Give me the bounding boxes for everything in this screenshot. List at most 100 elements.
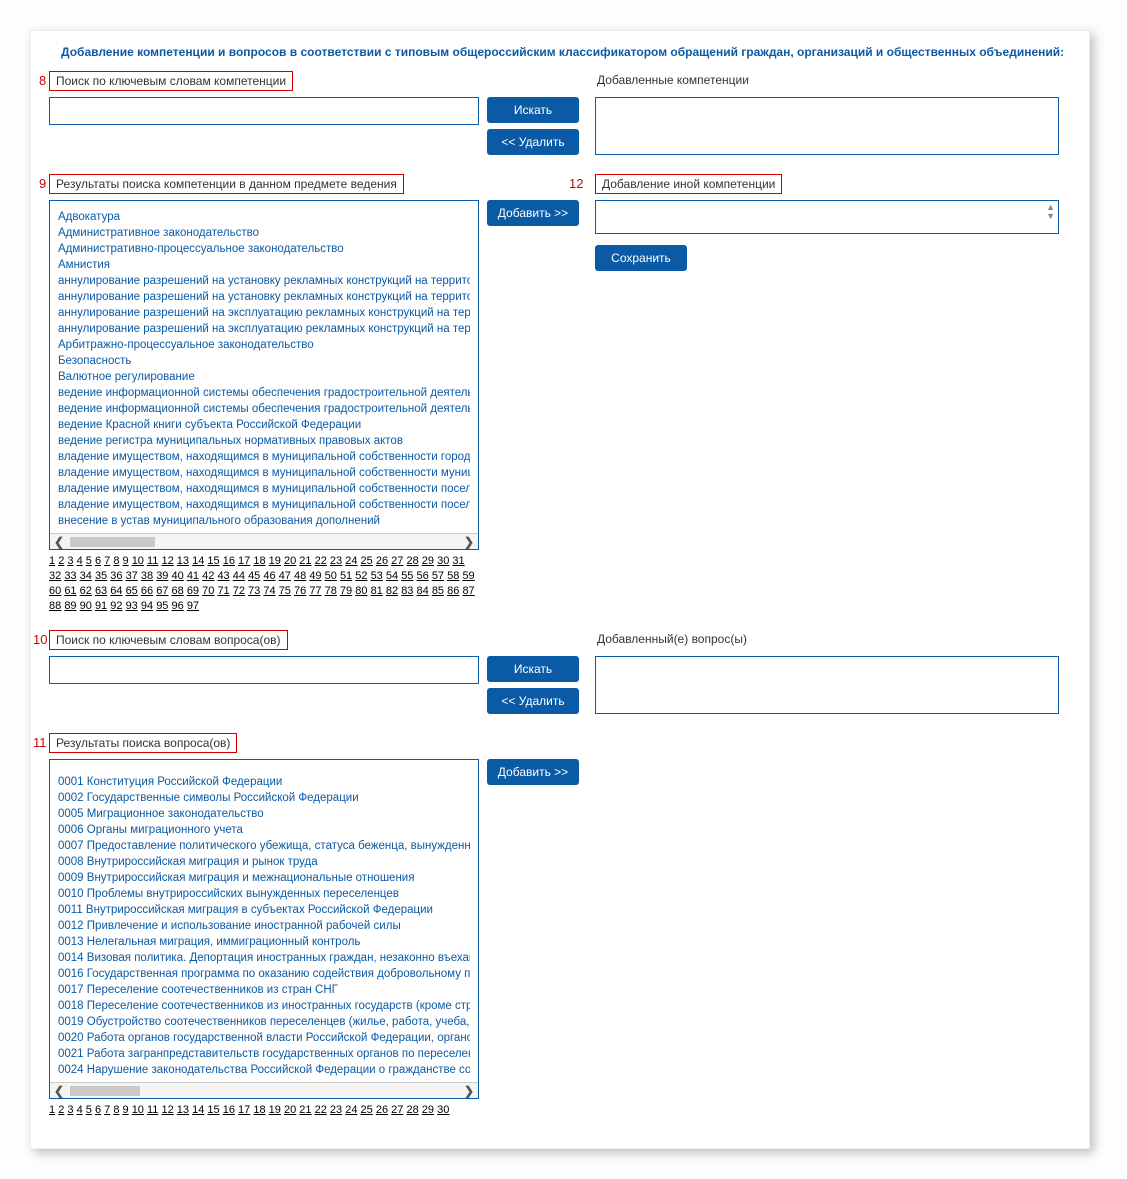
page-link[interactable]: 88 xyxy=(49,599,61,614)
page-link[interactable]: 36 xyxy=(110,569,122,584)
page-link[interactable]: 27 xyxy=(391,554,403,569)
page-link[interactable]: 24 xyxy=(345,1103,357,1118)
page-link[interactable]: 23 xyxy=(330,554,342,569)
page-link[interactable]: 32 xyxy=(49,569,61,584)
page-link[interactable]: 15 xyxy=(207,554,219,569)
page-link[interactable]: 4 xyxy=(77,554,83,569)
list-item[interactable]: владение имуществом, находящимся в муниц… xyxy=(58,497,470,513)
list-item[interactable]: 0014 Визовая политика. Депортация иностр… xyxy=(58,950,470,966)
page-link[interactable]: 63 xyxy=(95,584,107,599)
list-item[interactable]: аннулирование разрешений на эксплуатацию… xyxy=(58,321,470,337)
page-link[interactable]: 5 xyxy=(86,1103,92,1118)
page-link[interactable]: 17 xyxy=(238,1103,250,1118)
add-competence-button[interactable]: Добавить >> xyxy=(487,200,579,226)
page-link[interactable]: 97 xyxy=(187,599,199,614)
page-link[interactable]: 87 xyxy=(462,584,474,599)
list-item[interactable]: аннулирование разрешений на установку ре… xyxy=(58,289,470,305)
page-link[interactable]: 62 xyxy=(80,584,92,599)
list-item[interactable]: 0001 Конституция Российской Федерации xyxy=(58,774,470,790)
page-link[interactable]: 23 xyxy=(330,1103,342,1118)
page-link[interactable]: 10 xyxy=(132,554,144,569)
page-link[interactable]: 51 xyxy=(340,569,352,584)
page-link[interactable]: 22 xyxy=(315,1103,327,1118)
page-link[interactable]: 46 xyxy=(263,569,275,584)
page-link[interactable]: 39 xyxy=(156,569,168,584)
page-link[interactable]: 7 xyxy=(104,1103,110,1118)
page-link[interactable]: 27 xyxy=(391,1103,403,1118)
page-link[interactable]: 28 xyxy=(406,554,418,569)
page-link[interactable]: 37 xyxy=(126,569,138,584)
page-link[interactable]: 56 xyxy=(417,569,429,584)
page-link[interactable]: 14 xyxy=(192,554,204,569)
hscroll-competence[interactable]: ❮ ❯ xyxy=(50,533,478,549)
search-competence-input[interactable] xyxy=(49,97,479,125)
results-competence-list[interactable]: АдвокатураАдминистративное законодательс… xyxy=(49,200,479,550)
page-link[interactable]: 90 xyxy=(80,599,92,614)
page-link[interactable]: 22 xyxy=(315,554,327,569)
list-item[interactable]: 0007 Предоставление политического убежищ… xyxy=(58,838,470,854)
list-item[interactable]: 0012 Привлечение и использование иностра… xyxy=(58,918,470,934)
page-link[interactable]: 42 xyxy=(202,569,214,584)
page-link[interactable]: 40 xyxy=(172,569,184,584)
page-link[interactable]: 80 xyxy=(355,584,367,599)
added-questions-box[interactable] xyxy=(595,656,1059,714)
delete-competence-button[interactable]: << Удалить xyxy=(487,129,579,155)
page-link[interactable]: 8 xyxy=(113,554,119,569)
page-link[interactable]: 13 xyxy=(177,554,189,569)
page-link[interactable]: 31 xyxy=(452,554,464,569)
page-link[interactable]: 86 xyxy=(447,584,459,599)
page-link[interactable]: 50 xyxy=(325,569,337,584)
page-link[interactable]: 29 xyxy=(422,554,434,569)
page-link[interactable]: 45 xyxy=(248,569,260,584)
spinner-icon[interactable]: ▲▼ xyxy=(1046,203,1055,221)
page-link[interactable]: 19 xyxy=(269,554,281,569)
list-item[interactable]: Амнистия xyxy=(58,257,470,273)
page-link[interactable]: 21 xyxy=(299,1103,311,1118)
page-link[interactable]: 8 xyxy=(113,1103,119,1118)
list-item[interactable]: 0024 Нарушение законодательства Российск… xyxy=(58,1062,470,1078)
scroll-right-icon[interactable]: ❯ xyxy=(464,535,474,549)
page-link[interactable]: 25 xyxy=(361,554,373,569)
page-link[interactable]: 26 xyxy=(376,554,388,569)
page-link[interactable]: 48 xyxy=(294,569,306,584)
page-link[interactable]: 25 xyxy=(361,1103,373,1118)
page-link[interactable]: 28 xyxy=(406,1103,418,1118)
page-link[interactable]: 2 xyxy=(58,554,64,569)
page-link[interactable]: 64 xyxy=(110,584,122,599)
page-link[interactable]: 30 xyxy=(437,554,449,569)
page-link[interactable]: 34 xyxy=(80,569,92,584)
search-competence-button[interactable]: Искать xyxy=(487,97,579,123)
page-link[interactable]: 89 xyxy=(64,599,76,614)
page-link[interactable]: 16 xyxy=(223,554,235,569)
page-link[interactable]: 58 xyxy=(447,569,459,584)
page-link[interactable]: 61 xyxy=(64,584,76,599)
page-link[interactable]: 55 xyxy=(401,569,413,584)
page-link[interactable]: 17 xyxy=(238,554,250,569)
page-link[interactable]: 9 xyxy=(123,1103,129,1118)
list-item[interactable]: 0020 Работа органов государственной влас… xyxy=(58,1030,470,1046)
page-link[interactable]: 24 xyxy=(345,554,357,569)
page-link[interactable]: 3 xyxy=(67,1103,73,1118)
list-item[interactable]: аннулирование разрешений на установку ре… xyxy=(58,273,470,289)
page-link[interactable]: 7 xyxy=(104,554,110,569)
list-item[interactable]: ведение информационной системы обеспечен… xyxy=(58,401,470,417)
list-item[interactable]: 0017 Переселение соотечественников из ст… xyxy=(58,982,470,998)
page-link[interactable]: 78 xyxy=(325,584,337,599)
page-link[interactable]: 47 xyxy=(279,569,291,584)
page-link[interactable]: 20 xyxy=(284,554,296,569)
page-link[interactable]: 71 xyxy=(217,584,229,599)
page-link[interactable]: 67 xyxy=(156,584,168,599)
page-link[interactable]: 75 xyxy=(279,584,291,599)
page-link[interactable]: 72 xyxy=(233,584,245,599)
page-link[interactable]: 11 xyxy=(147,1103,158,1118)
page-link[interactable]: 41 xyxy=(187,569,199,584)
page-link[interactable]: 70 xyxy=(202,584,214,599)
page-link[interactable]: 91 xyxy=(95,599,107,614)
page-link[interactable]: 66 xyxy=(141,584,153,599)
page-link[interactable]: 96 xyxy=(172,599,184,614)
other-competence-input[interactable] xyxy=(595,200,1059,234)
list-item[interactable]: 0008 Внутрироссийская миграция и рынок т… xyxy=(58,854,470,870)
page-link[interactable]: 92 xyxy=(110,599,122,614)
list-item[interactable]: 0010 Проблемы внутрироссийских вынужденн… xyxy=(58,886,470,902)
page-link[interactable]: 21 xyxy=(299,554,311,569)
